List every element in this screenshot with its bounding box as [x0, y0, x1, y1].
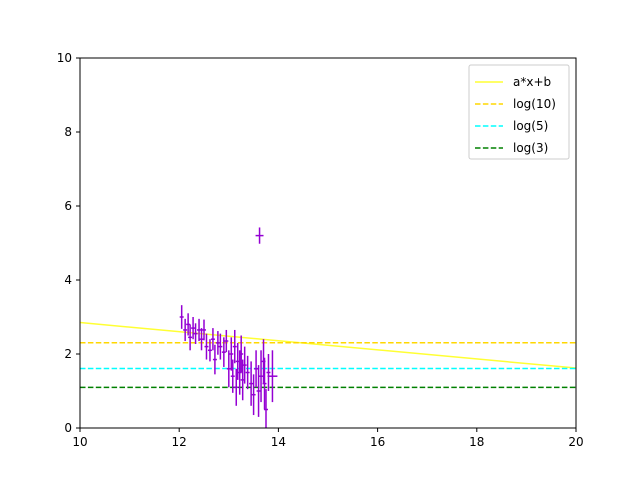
errorbar-point [249, 361, 254, 406]
errorbar-point [226, 350, 231, 388]
y-tick-label: 6 [64, 199, 72, 213]
errorbar-point [262, 357, 267, 410]
x-tick-label: 20 [568, 435, 583, 449]
errorbar-point [207, 339, 212, 362]
errorbar-point [256, 365, 261, 417]
errorbar-point [204, 333, 209, 360]
errorbar-point [255, 227, 264, 244]
errorbar-point [266, 354, 271, 391]
y-tick-label: 0 [64, 421, 72, 435]
errorbar-point [251, 374, 256, 416]
errorbar-point [239, 335, 244, 373]
errorbar-point [193, 323, 198, 345]
x-tick-label: 12 [172, 435, 187, 449]
legend-box [468, 64, 570, 160]
errorbar-point [245, 355, 250, 390]
errorbar-point [199, 328, 204, 351]
errorbar-point [210, 328, 215, 351]
errorbar-point [264, 389, 268, 428]
y-tick-label: 10 [57, 51, 72, 65]
errorbar-point [259, 350, 264, 403]
y-tick-label: 8 [64, 125, 72, 139]
errorbar-point [232, 329, 237, 364]
x-tick-label: 16 [370, 435, 385, 449]
x-axis: 10 12 14 16 18 20 [72, 428, 584, 449]
errorbar-point [197, 318, 202, 342]
errorbar-point [254, 350, 259, 388]
errorbar-point [202, 319, 206, 341]
errorbar-point [212, 344, 217, 375]
errorbar-point [221, 337, 226, 367]
errorbar-point [188, 324, 193, 351]
errorbar-points [179, 227, 278, 428]
legend-label: log(10) [513, 97, 556, 111]
errorbar-point [215, 331, 220, 355]
x-tick-label: 18 [469, 435, 484, 449]
y-axis: 0 2 4 6 8 10 [57, 51, 80, 435]
errorbar-point [230, 359, 235, 393]
x-tick-label: 14 [271, 435, 286, 449]
fit-lines [80, 321, 576, 389]
errorbar-point [242, 346, 247, 384]
errorbar-point [191, 317, 196, 340]
errorbar-point [218, 333, 223, 360]
legend-label: log(5) [513, 119, 548, 133]
x-tick-label: 10 [72, 435, 87, 449]
legend-label: log(3) [513, 141, 548, 155]
plot-frame [79, 57, 577, 429]
series-line-0 [80, 321, 576, 369]
errorbar-point [229, 337, 234, 371]
errorbar-point [224, 329, 229, 353]
y-tick-label: 4 [64, 273, 72, 287]
errorbar-point [267, 350, 278, 403]
legend-label: a*x+b [513, 75, 551, 89]
errorbar-point [183, 318, 188, 342]
errorbar-point [234, 368, 239, 406]
legend: a*x+b log(10) log(5) log(3) [468, 64, 570, 160]
y-tick-label: 2 [64, 347, 72, 361]
errorbar-point [179, 305, 184, 329]
